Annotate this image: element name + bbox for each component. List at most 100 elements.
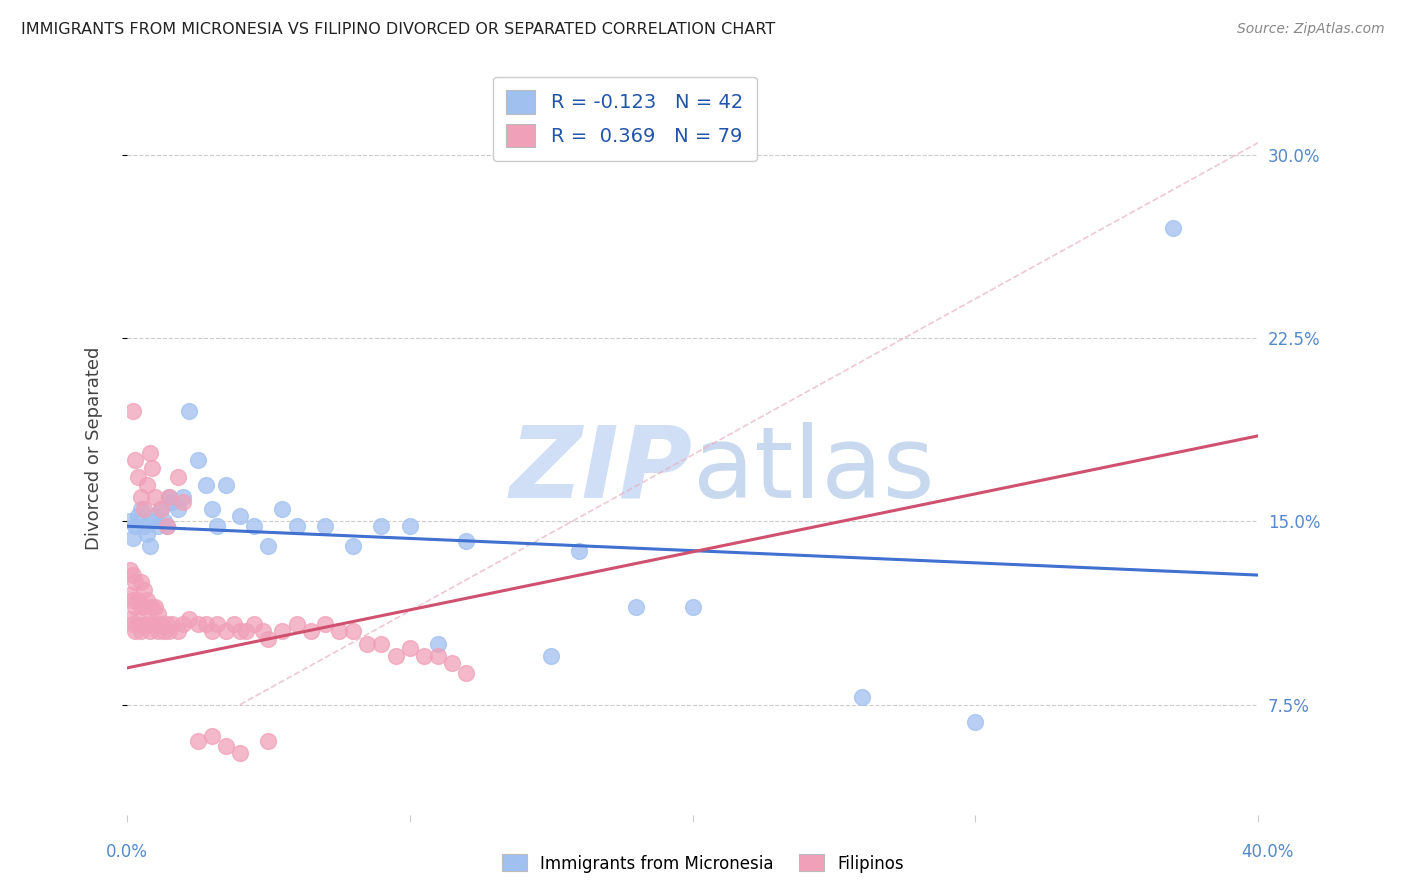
- Point: [135, 616, 157, 631]
- Point: [138, 446, 160, 460]
- Point: [173, 490, 195, 504]
- Point: [138, 539, 160, 553]
- Point: [129, 575, 152, 590]
- Point: [243, 519, 266, 533]
- Point: [160, 495, 183, 509]
- Point: [124, 599, 146, 614]
- Point: [155, 616, 177, 631]
- Point: [207, 519, 229, 533]
- Point: [135, 526, 157, 541]
- Point: [370, 519, 392, 533]
- Point: [1163, 221, 1185, 235]
- Point: [155, 519, 177, 533]
- Point: [314, 616, 336, 631]
- Point: [124, 453, 146, 467]
- Point: [118, 588, 141, 602]
- Point: [135, 477, 157, 491]
- Point: [370, 636, 392, 650]
- Point: [124, 519, 146, 533]
- Point: [252, 624, 274, 639]
- Point: [157, 624, 180, 639]
- Point: [157, 490, 180, 504]
- Point: [568, 543, 591, 558]
- Point: [271, 502, 294, 516]
- Point: [141, 514, 163, 528]
- Point: [207, 616, 229, 631]
- Point: [143, 509, 166, 524]
- Point: [132, 616, 155, 631]
- Point: [127, 470, 149, 484]
- Point: [229, 624, 252, 639]
- Point: [135, 592, 157, 607]
- Point: [149, 502, 172, 516]
- Point: [157, 490, 180, 504]
- Point: [118, 612, 141, 626]
- Point: [441, 656, 464, 670]
- Point: [146, 607, 169, 622]
- Point: [141, 599, 163, 614]
- Point: [152, 624, 174, 639]
- Point: [141, 460, 163, 475]
- Point: [187, 616, 209, 631]
- Text: Source: ZipAtlas.com: Source: ZipAtlas.com: [1237, 22, 1385, 37]
- Point: [314, 519, 336, 533]
- Point: [328, 624, 350, 639]
- Point: [243, 616, 266, 631]
- Point: [127, 509, 149, 524]
- Point: [229, 509, 252, 524]
- Point: [224, 616, 246, 631]
- Point: [121, 568, 143, 582]
- Y-axis label: Divorced or Separated: Divorced or Separated: [86, 346, 103, 549]
- Point: [124, 624, 146, 639]
- Point: [456, 533, 478, 548]
- Legend: Immigrants from Micronesia, Filipinos: Immigrants from Micronesia, Filipinos: [495, 847, 911, 880]
- Point: [187, 453, 209, 467]
- Point: [179, 404, 201, 418]
- Point: [195, 477, 218, 491]
- Point: [138, 624, 160, 639]
- Point: [965, 714, 987, 729]
- Point: [215, 477, 238, 491]
- Text: IMMIGRANTS FROM MICRONESIA VS FILIPINO DIVORCED OR SEPARATED CORRELATION CHART: IMMIGRANTS FROM MICRONESIA VS FILIPINO D…: [21, 22, 775, 37]
- Point: [149, 616, 172, 631]
- Point: [215, 624, 238, 639]
- Point: [201, 502, 224, 516]
- Point: [129, 502, 152, 516]
- Point: [342, 539, 364, 553]
- Point: [257, 734, 280, 748]
- Point: [121, 616, 143, 631]
- Point: [682, 599, 704, 614]
- Point: [851, 690, 873, 705]
- Text: 40.0%: 40.0%: [1241, 843, 1294, 861]
- Point: [132, 519, 155, 533]
- Text: ZIP: ZIP: [509, 422, 693, 518]
- Point: [127, 592, 149, 607]
- Point: [129, 599, 152, 614]
- Point: [152, 514, 174, 528]
- Point: [132, 502, 155, 516]
- Point: [129, 490, 152, 504]
- Point: [146, 624, 169, 639]
- Point: [195, 616, 218, 631]
- Point: [271, 624, 294, 639]
- Point: [118, 563, 141, 577]
- Point: [132, 599, 155, 614]
- Point: [173, 495, 195, 509]
- Text: atlas: atlas: [693, 422, 934, 518]
- Point: [235, 624, 257, 639]
- Point: [285, 616, 308, 631]
- Point: [540, 648, 562, 663]
- Point: [124, 575, 146, 590]
- Point: [257, 539, 280, 553]
- Point: [173, 616, 195, 631]
- Point: [215, 739, 238, 753]
- Point: [427, 636, 450, 650]
- Point: [427, 648, 450, 663]
- Point: [121, 532, 143, 546]
- Point: [138, 599, 160, 614]
- Point: [456, 665, 478, 680]
- Point: [413, 648, 436, 663]
- Point: [229, 747, 252, 761]
- Point: [342, 624, 364, 639]
- Point: [160, 616, 183, 631]
